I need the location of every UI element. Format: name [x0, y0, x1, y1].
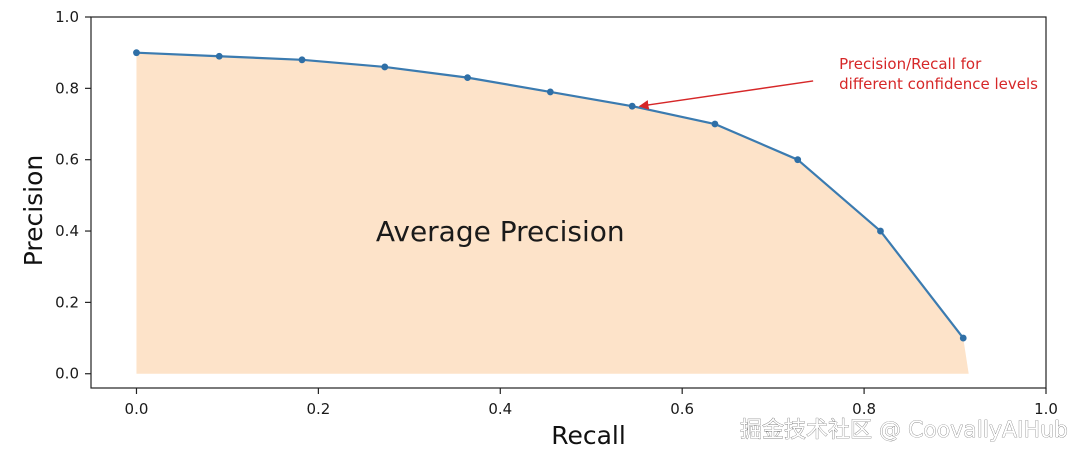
area-layer [136, 52, 969, 374]
average-precision-area [136, 52, 969, 374]
x-axis-ticks: 0.0 0.2 0.4 0.6 0.8 1.0 [125, 388, 1058, 418]
annotation: Precision/Recall for different confidence… [638, 55, 1038, 110]
data-point [133, 49, 140, 57]
y-axis-label: Precision [19, 155, 48, 267]
marker-layer [133, 49, 967, 342]
x-tick-label: 0.6 [670, 400, 694, 418]
watermark-text: 掘金技术社区 @ CoovallyAIHub [740, 418, 1068, 443]
x-tick-label: 0.4 [488, 400, 512, 418]
data-point [877, 227, 884, 235]
data-point [298, 56, 306, 64]
annotation-text-line: Precision/Recall for [839, 55, 982, 73]
x-tick-label: 0.2 [306, 400, 330, 418]
annotation-text-line: different confidence levels [839, 75, 1038, 93]
data-point [959, 334, 967, 342]
y-axis-ticks: 0.0 0.2 0.4 0.6 0.8 1.0 [55, 8, 91, 383]
y-tick-label: 0.8 [55, 79, 79, 97]
x-tick-label: 0.8 [852, 400, 876, 418]
x-tick-label: 0.0 [125, 400, 149, 418]
x-axis-label: Recall [551, 421, 626, 450]
average-precision-label: Average Precision [376, 215, 625, 248]
data-point [711, 120, 719, 128]
data-point [464, 74, 471, 82]
data-point [628, 102, 636, 110]
y-tick-label: 0.0 [55, 365, 79, 383]
y-tick-label: 0.6 [55, 151, 79, 169]
y-tick-label: 1.0 [55, 8, 79, 26]
data-point [215, 52, 223, 60]
plot-frame [90, 16, 1047, 389]
data-point [546, 88, 554, 96]
data-point [794, 156, 802, 164]
y-tick-label: 0.2 [55, 293, 79, 311]
y-tick-label: 0.4 [55, 222, 79, 240]
data-point [381, 63, 389, 71]
x-tick-label: 1.0 [1034, 400, 1058, 418]
annotation-arrow [638, 80, 814, 110]
